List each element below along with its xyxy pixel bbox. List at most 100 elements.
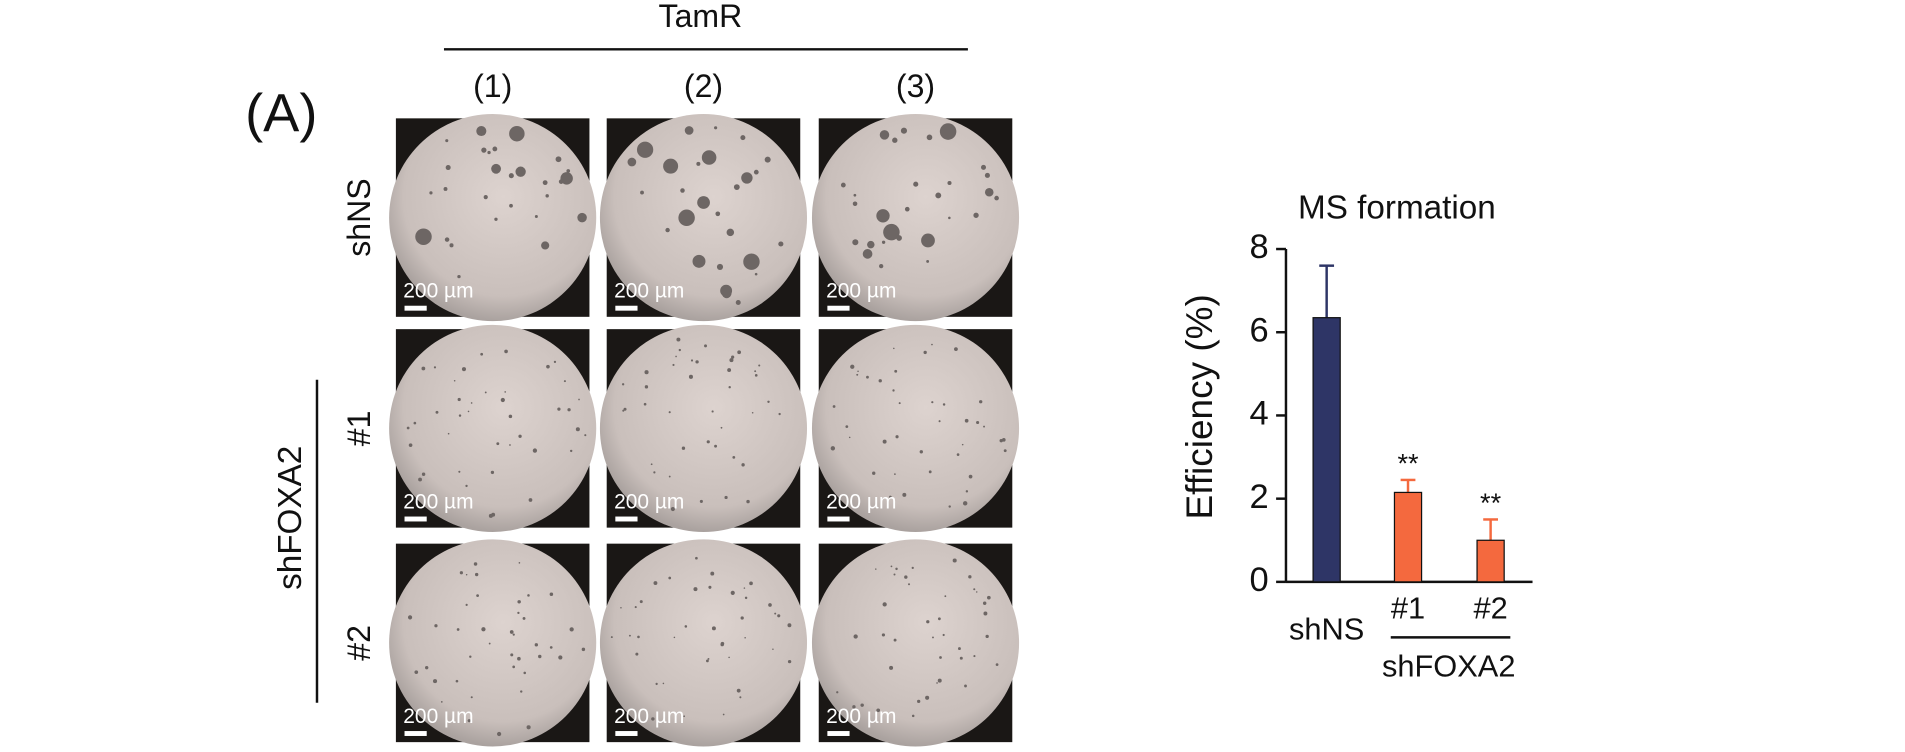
sphere — [982, 601, 987, 605]
sphere — [881, 633, 886, 637]
sphere — [772, 648, 774, 650]
sphere — [497, 731, 502, 737]
sphere — [964, 418, 969, 423]
sphere — [746, 499, 750, 504]
sphere — [872, 471, 876, 475]
sphere — [983, 425, 985, 428]
sphere — [926, 134, 933, 141]
sphere — [408, 443, 413, 447]
sphere — [440, 701, 443, 703]
sphere — [699, 499, 703, 503]
sphere — [518, 562, 521, 564]
sphere — [881, 240, 886, 244]
dish — [389, 324, 597, 532]
sphere — [560, 172, 573, 185]
sphere — [483, 194, 488, 200]
sphere — [879, 263, 884, 269]
sphere — [634, 606, 637, 609]
sphere — [895, 435, 899, 439]
dish — [389, 539, 597, 747]
sphere — [939, 123, 957, 140]
sphere — [670, 506, 675, 512]
sphere — [1003, 449, 1007, 453]
sphere — [882, 439, 887, 444]
sphere — [710, 571, 715, 576]
sphere — [892, 389, 895, 392]
sphere — [882, 602, 887, 607]
sphere — [553, 360, 557, 363]
sphere — [456, 628, 460, 631]
sphere — [444, 237, 450, 242]
sphere — [546, 364, 550, 369]
sphere — [919, 450, 923, 454]
sphere — [728, 656, 730, 659]
chart-title: MS formation — [1298, 189, 1496, 226]
sphere — [751, 411, 754, 414]
sphere — [926, 620, 930, 624]
sphere — [736, 688, 741, 693]
sphere — [904, 206, 910, 212]
sphere — [948, 505, 951, 508]
sphere — [735, 299, 741, 305]
sphere — [684, 625, 688, 628]
sphere — [973, 655, 976, 658]
sphere — [845, 425, 849, 429]
sphere — [435, 410, 439, 414]
sphere — [722, 713, 725, 716]
sphere — [534, 215, 538, 219]
sphere — [740, 135, 746, 141]
sphere — [973, 588, 976, 591]
sphere — [517, 600, 521, 604]
dish — [389, 114, 597, 322]
sphere — [848, 436, 851, 439]
scale-bar-label: 200 µm — [614, 705, 684, 728]
sphere — [733, 184, 740, 190]
sphere — [432, 679, 438, 684]
dish — [599, 324, 808, 532]
sphere — [902, 492, 907, 497]
sphere — [465, 574, 468, 576]
sphere — [508, 414, 513, 419]
sphere — [678, 348, 681, 352]
sphere — [523, 671, 527, 675]
panel-label: (A) — [245, 83, 317, 143]
sphere — [627, 157, 637, 167]
scale-bar — [615, 731, 638, 736]
sphere — [968, 575, 972, 579]
sphere — [512, 665, 516, 669]
sphere — [555, 156, 562, 163]
sphere — [490, 470, 495, 475]
sphere — [512, 633, 515, 636]
sphere — [620, 606, 622, 609]
sphere — [701, 150, 717, 165]
sphere — [508, 173, 514, 179]
sphere — [968, 474, 973, 479]
sphere — [875, 568, 877, 570]
bar — [1476, 539, 1505, 583]
category-group-label: shFOXA2 — [1382, 648, 1516, 683]
scale-bar-label: 200 µm — [403, 280, 473, 303]
sphere — [653, 581, 658, 585]
sphere — [651, 717, 655, 721]
sphere — [621, 383, 625, 386]
sphere — [640, 190, 644, 195]
scale-bar-label: 200 µm — [826, 280, 896, 303]
sphere — [898, 402, 901, 405]
sphere — [509, 203, 513, 208]
x-tick-label: #2 — [1473, 590, 1507, 625]
sphere — [447, 432, 450, 435]
sphere — [668, 576, 672, 580]
sphere — [557, 407, 561, 411]
sphere — [714, 444, 718, 448]
sphere — [862, 249, 873, 259]
sphere — [720, 642, 724, 647]
sphere — [545, 194, 549, 198]
sphere — [628, 634, 631, 637]
sphere — [753, 169, 759, 175]
sphere — [623, 407, 627, 411]
dish — [811, 114, 1020, 322]
sphere — [421, 472, 426, 476]
sphere — [418, 477, 422, 482]
sphere — [465, 603, 468, 606]
group-label: TamR — [659, 0, 743, 34]
